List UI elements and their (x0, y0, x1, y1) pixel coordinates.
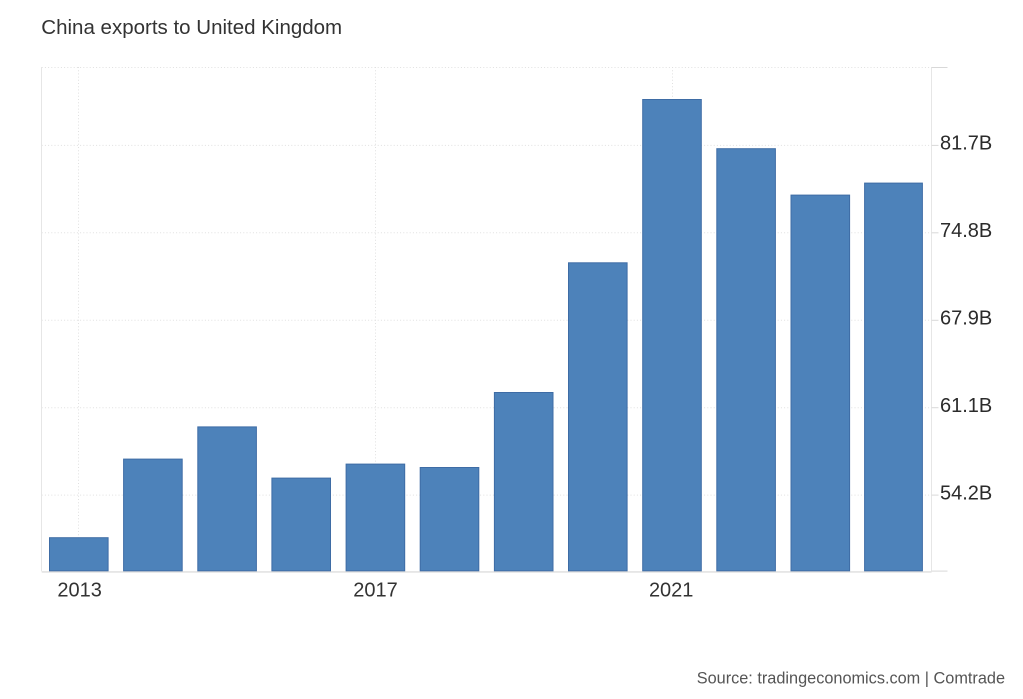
svg-text:China exports to United Kingdo: China exports to United Kingdom (41, 16, 342, 39)
svg-text:2017: 2017 (353, 580, 398, 602)
svg-text:Source: tradingeconomics.com |: Source: tradingeconomics.com | Comtrade (697, 670, 1005, 688)
svg-text:74.8B: 74.8B (940, 220, 992, 242)
svg-text:54.2B: 54.2B (940, 483, 992, 505)
svg-text:2021: 2021 (649, 580, 694, 602)
svg-text:61.1B: 61.1B (940, 395, 992, 417)
svg-text:2013: 2013 (57, 580, 102, 602)
svg-text:67.9B: 67.9B (940, 308, 992, 330)
svg-text:81.7B: 81.7B (940, 133, 992, 155)
